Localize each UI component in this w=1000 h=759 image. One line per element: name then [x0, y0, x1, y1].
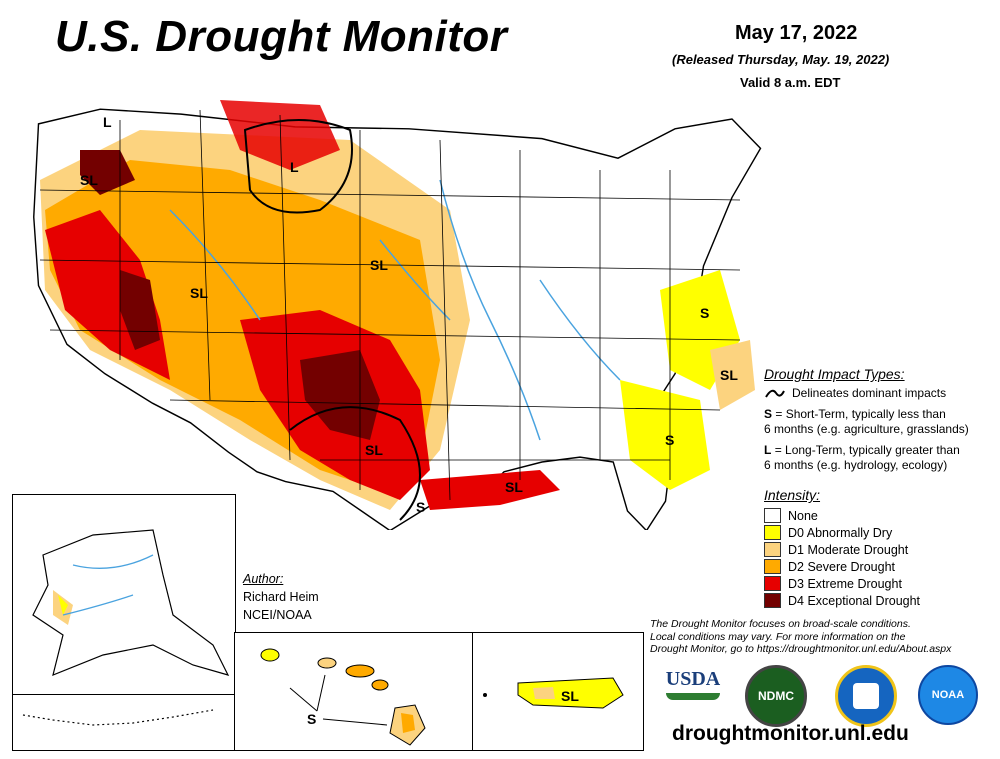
d3-montana-area: [220, 100, 340, 170]
usda-logo: USDA: [662, 668, 724, 712]
short-term-key: S: [764, 407, 773, 421]
release-date: (Released Thursday, May. 19, 2022): [672, 52, 890, 67]
impact-legend-heading: Drought Impact Types:: [764, 366, 905, 382]
disclaimer-note: The Drought Monitor focuses on broad-sca…: [650, 618, 995, 656]
label-ga-s: S: [665, 432, 674, 448]
d4-nevada-area: [120, 270, 160, 350]
impact-boundary-texas: [289, 406, 421, 521]
swatch-d4: [764, 593, 781, 608]
author-org: NCEI/NOAA: [243, 608, 312, 622]
label-tx-sl: SL: [365, 442, 383, 458]
label-tx2-s: S: [416, 499, 425, 515]
intensity-legend-heading: Intensity:: [764, 487, 821, 503]
pr-label-sl: SL: [561, 688, 579, 704]
puerto-rico-inset: SL: [472, 632, 644, 751]
swatch-d2: [764, 559, 781, 574]
d3-gulf-area: [420, 470, 560, 510]
intensity-legend: Intensity: None D0 Abnormally Dry D1 Mod…: [764, 487, 994, 609]
author-name: Richard Heim: [243, 590, 319, 604]
swatch-d0: [764, 525, 781, 540]
swatch-none: [764, 508, 781, 523]
impact-legend: Drought Impact Types: Delineates dominan…: [764, 366, 994, 473]
river-lines: [169, 179, 621, 441]
intensity-item-d3: D3 Extreme Drought: [764, 575, 994, 592]
label-mt-l: L: [290, 159, 299, 175]
conus-drought-map: L L SL SL SL SL L S SL S SL S SL S: [33, 100, 762, 530]
aleutians-inset: [12, 694, 236, 751]
label-la-sl: SL: [505, 479, 523, 495]
label-va-s: S: [700, 305, 709, 321]
footer-url[interactable]: droughtmonitor.unl.edu: [672, 722, 909, 745]
hawaii-label-s: S: [307, 711, 316, 727]
delineation-line-icon: [765, 389, 785, 398]
map-date: May 17, 2022: [735, 22, 858, 44]
intensity-item-d1: D1 Moderate Drought: [764, 541, 994, 558]
author-heading: Author:: [243, 572, 284, 586]
short-term-text2: 6 months (e.g. agriculture, grasslands): [764, 422, 969, 436]
long-term-text: = Long-Term, typically greater than: [774, 443, 960, 457]
hawaii-inset: S: [234, 632, 474, 751]
noaa-logo: NOAA: [918, 665, 978, 725]
swatch-d1: [764, 542, 781, 557]
about-link[interactable]: Drought Monitor, go to https://droughtmo…: [650, 643, 952, 655]
long-term-text2: 6 months (e.g. hydrology, ecology): [764, 458, 948, 472]
label-nv-sl: SL: [190, 285, 208, 301]
label-ne-sl: SL: [370, 257, 388, 273]
author-block: Author: Richard Heim NCEI/NOAA: [243, 570, 319, 624]
swatch-d3: [764, 576, 781, 591]
label-nc-sl: SL: [720, 367, 738, 383]
intensity-item-d2: D2 Severe Drought: [764, 558, 994, 575]
d4-oregon-area: [80, 150, 135, 195]
d1-carolina-area: [710, 340, 755, 410]
valid-time: Valid 8 a.m. EDT: [740, 75, 841, 90]
short-term-text: = Short-Term, typically less than: [775, 407, 946, 421]
alaska-map: [32, 529, 230, 676]
intensity-item-d0: D0 Abnormally Dry: [764, 524, 994, 541]
commerce-seal-logo: [835, 665, 897, 727]
impact-boundary-montana: [243, 119, 353, 214]
intensity-item-none: None: [764, 507, 994, 524]
intensity-item-d4: D4 Exceptional Drought: [764, 592, 994, 609]
alaska-inset: [12, 494, 236, 696]
ndmc-logo: NDMC: [745, 665, 807, 727]
label-wa-l: L: [103, 114, 112, 130]
map-title: U.S. Drought Monitor: [55, 12, 508, 61]
long-term-key: L: [764, 443, 772, 457]
label-or-sl: SL: [80, 172, 98, 188]
delineates-text: Delineates dominant impacts: [792, 386, 947, 400]
d0-southeast-area: [620, 380, 710, 490]
state-borders: [39, 109, 741, 501]
